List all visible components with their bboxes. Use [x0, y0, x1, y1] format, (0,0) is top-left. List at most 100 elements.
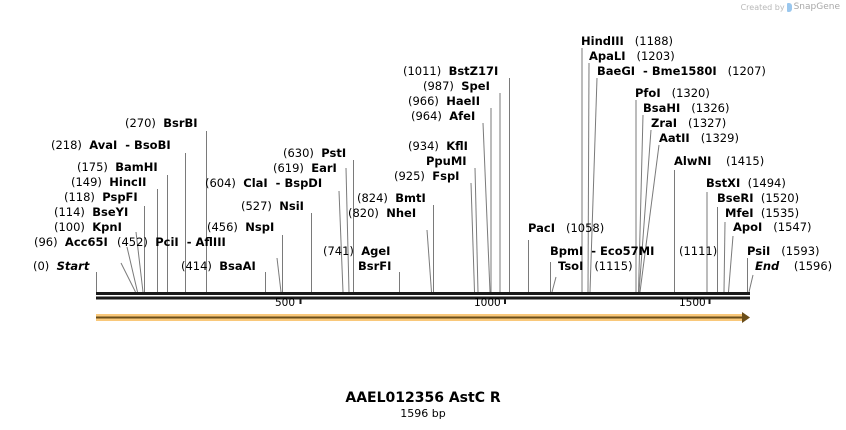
site-kfli[interactable]: (934) KflI: [408, 140, 468, 153]
site-name: AgeI: [361, 244, 391, 258]
ruler-tick-1500: 1500: [679, 297, 706, 309]
site-position: (114): [54, 205, 85, 219]
site-name: BmtI: [395, 191, 426, 205]
site-name: HindIII: [581, 34, 624, 48]
site-kpni[interactable]: (100) KpnI: [54, 221, 122, 234]
site-name: Acc65I: [64, 235, 108, 249]
site-name: BstXI: [706, 176, 741, 190]
site-position: (149): [71, 175, 102, 189]
site-name: PacI: [528, 221, 555, 235]
site-position: (1203): [636, 49, 675, 63]
site-position: (527): [241, 199, 272, 213]
site-nhei[interactable]: (820) NheI: [348, 207, 416, 220]
site-spei[interactable]: (987) SpeI: [423, 80, 490, 93]
site-name: BsaHI: [643, 101, 681, 115]
site-position: (96): [34, 235, 58, 249]
site-position: (741): [323, 244, 354, 258]
site-nsii[interactable]: (527) NsiI: [241, 200, 304, 213]
site-beseri[interactable]: BseRI (1520): [717, 192, 799, 205]
site-afei[interactable]: (964) AfeI: [411, 110, 475, 123]
site-position: (1207): [727, 64, 766, 78]
site-name: BamHI: [115, 160, 158, 174]
ruler-tick-500: 500: [275, 297, 296, 309]
site-bsrbi[interactable]: (270) BsrBI: [125, 117, 198, 130]
site-bsrfi[interactable]: BsrFI: [358, 260, 391, 273]
site-psii[interactable]: PsiI (1593): [747, 245, 820, 258]
site-position: (0): [33, 259, 50, 273]
site-nspi[interactable]: (456) NspI: [207, 221, 274, 234]
site-name: MfeI: [725, 206, 754, 220]
site-bmti[interactable]: (824) BmtI: [357, 192, 426, 205]
site-acc65i[interactable]: (96) Acc65I: [34, 236, 108, 249]
site-paci[interactable]: PacI (1058): [528, 222, 604, 235]
site-position: (1596): [793, 259, 833, 273]
site-bseyi[interactable]: (114) BseYI: [54, 206, 128, 219]
site-name: BpmI - Eco57MI: [550, 244, 655, 258]
site-position: (118): [64, 190, 95, 204]
site-name: SpeI: [461, 79, 490, 93]
site-name: BsaAI: [219, 259, 256, 273]
site-psti[interactable]: (630) PstI: [283, 147, 346, 160]
site-bstxi[interactable]: BstXI (1494): [706, 177, 786, 190]
site-baegi-bme1580i[interactable]: BaeGI - Bme1580I (1207): [597, 65, 766, 78]
site-end[interactable]: End (1596): [755, 260, 832, 273]
site-name: PstI: [321, 146, 347, 160]
site-start[interactable]: (0) Start: [33, 260, 89, 273]
site-haeii[interactable]: (966) HaeII: [408, 95, 480, 108]
site-position: (456): [207, 220, 238, 234]
site-position: (604): [205, 176, 236, 190]
site-name: ApoI: [733, 220, 763, 234]
site-position: (218): [51, 138, 82, 152]
site-name: PciI - AflIII: [155, 235, 226, 249]
site-position: (414): [181, 259, 212, 273]
site-alwni[interactable]: AlwNI (1415): [674, 155, 764, 168]
site-bsaai[interactable]: (414) BsaAI: [181, 260, 256, 273]
snapgene-logo-icon: [786, 2, 792, 12]
site-bsahi[interactable]: BsaHI (1326): [643, 102, 730, 115]
site-clai-bspdi[interactable]: (604) ClaI - BspDI: [205, 177, 322, 190]
site-bamhi[interactable]: (175) BamHI: [77, 161, 158, 174]
site-avai-bsobi[interactable]: (218) AvaI - BsoBI: [51, 139, 171, 152]
site-tsoi[interactable]: TsoI (1115): [558, 260, 633, 273]
site-fspi[interactable]: (925) FspI: [394, 170, 459, 183]
site-apoi[interactable]: ApoI (1547): [733, 221, 812, 234]
site-pfoi[interactable]: PfoI (1320): [635, 87, 710, 100]
site-position: (1415): [726, 154, 765, 168]
site-position: (630): [283, 146, 314, 160]
site-position: (1320): [671, 86, 710, 100]
site-name: NsiI: [279, 199, 304, 213]
site-name: PspFI: [102, 190, 138, 204]
site-bpmi-eco57mi[interactable]: BpmI - Eco57MI (1111): [550, 245, 717, 258]
site-position: (100): [54, 220, 85, 234]
credit-brand: SnapGene: [793, 2, 840, 12]
site-mfei[interactable]: MfeI (1535): [725, 207, 799, 220]
site-aatii[interactable]: AatII (1329): [659, 132, 739, 145]
site-position: (452): [117, 235, 148, 249]
site-name: Start: [56, 259, 90, 273]
site-zrai[interactable]: ZraI (1327): [651, 117, 726, 130]
site-bstz17i[interactable]: (1011) BstZ17I: [403, 65, 498, 78]
site-apali[interactable]: ApaLI (1203): [589, 50, 675, 63]
site-pspfi[interactable]: (118) PspFI: [64, 191, 138, 204]
site-name: NheI: [386, 206, 417, 220]
site-name: BsrFI: [358, 259, 392, 273]
site-position: (1494): [747, 176, 786, 190]
site-name: AvaI - BsoBI: [89, 138, 171, 152]
site-position: (934): [408, 139, 439, 153]
site-position: (1011): [403, 64, 442, 78]
site-position: (1327): [688, 116, 727, 130]
site-position: (1547): [773, 220, 812, 234]
site-name: HincII: [109, 175, 147, 189]
site-position: (966): [408, 94, 439, 108]
site-agei[interactable]: (741) AgeI: [323, 245, 390, 258]
site-hindiii[interactable]: HindIII (1188): [581, 35, 673, 48]
site-eari[interactable]: (619) EarI: [273, 162, 337, 175]
site-name: BstZ17I: [448, 64, 499, 78]
site-position: (1593): [781, 244, 820, 258]
site-hincii[interactable]: (149) HincII: [71, 176, 146, 189]
site-pcii-afliii[interactable]: (452) PciI - AflIII: [117, 236, 226, 249]
sequence-backbone: [96, 292, 750, 300]
site-name: BseRI: [717, 191, 754, 205]
site-ppumi[interactable]: PpuMI: [426, 155, 467, 168]
